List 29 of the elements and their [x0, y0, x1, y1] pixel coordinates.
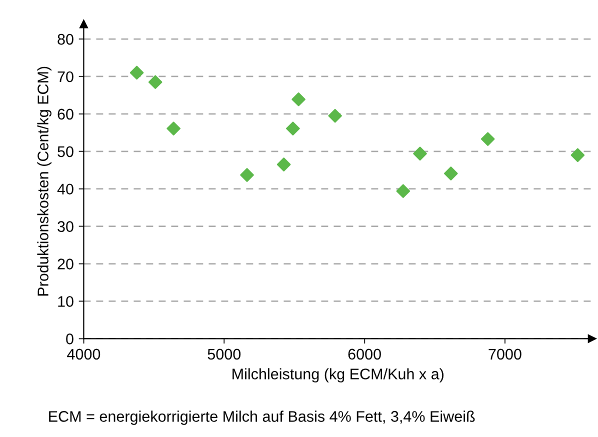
x-tick-label: 6000 [348, 348, 381, 360]
text: ECM = energiekorrigierte Milch auf Basis 4% Fett, 3,4% Eiweiß [49, 410, 475, 425]
y-tick-label: 70 [58, 71, 74, 82]
point [328, 108, 342, 123]
y-tick-label: 40 [57, 184, 74, 195]
point [148, 75, 162, 89]
point [130, 66, 144, 80]
point [286, 122, 300, 136]
point [413, 146, 427, 161]
y-tick-label: 80 [58, 34, 74, 45]
point [396, 184, 410, 198]
point [240, 168, 254, 182]
y-tick-label: 0 [66, 334, 74, 344]
x-tick-label: 5000 [208, 348, 241, 360]
point [570, 148, 585, 162]
point [276, 158, 291, 172]
x-axis-title: Milchleistung (kg ECM/Kuh x a) [232, 368, 444, 382]
y-tick-label: 50 [58, 146, 74, 158]
y-axis-title: Produktionskosten (Cent/kg ECM) [37, 66, 52, 296]
y-tick-label: 20 [58, 258, 74, 270]
point [480, 132, 495, 146]
point [444, 166, 458, 180]
x-tick-label: 7000 [488, 348, 522, 360]
y-tick-label: 10 [58, 296, 74, 307]
x-tick-label: 4000 [67, 348, 100, 360]
y-tick-label: 30 [58, 221, 74, 232]
y-tick-label: 60 [58, 108, 74, 120]
point [166, 122, 180, 136]
point [292, 92, 306, 106]
